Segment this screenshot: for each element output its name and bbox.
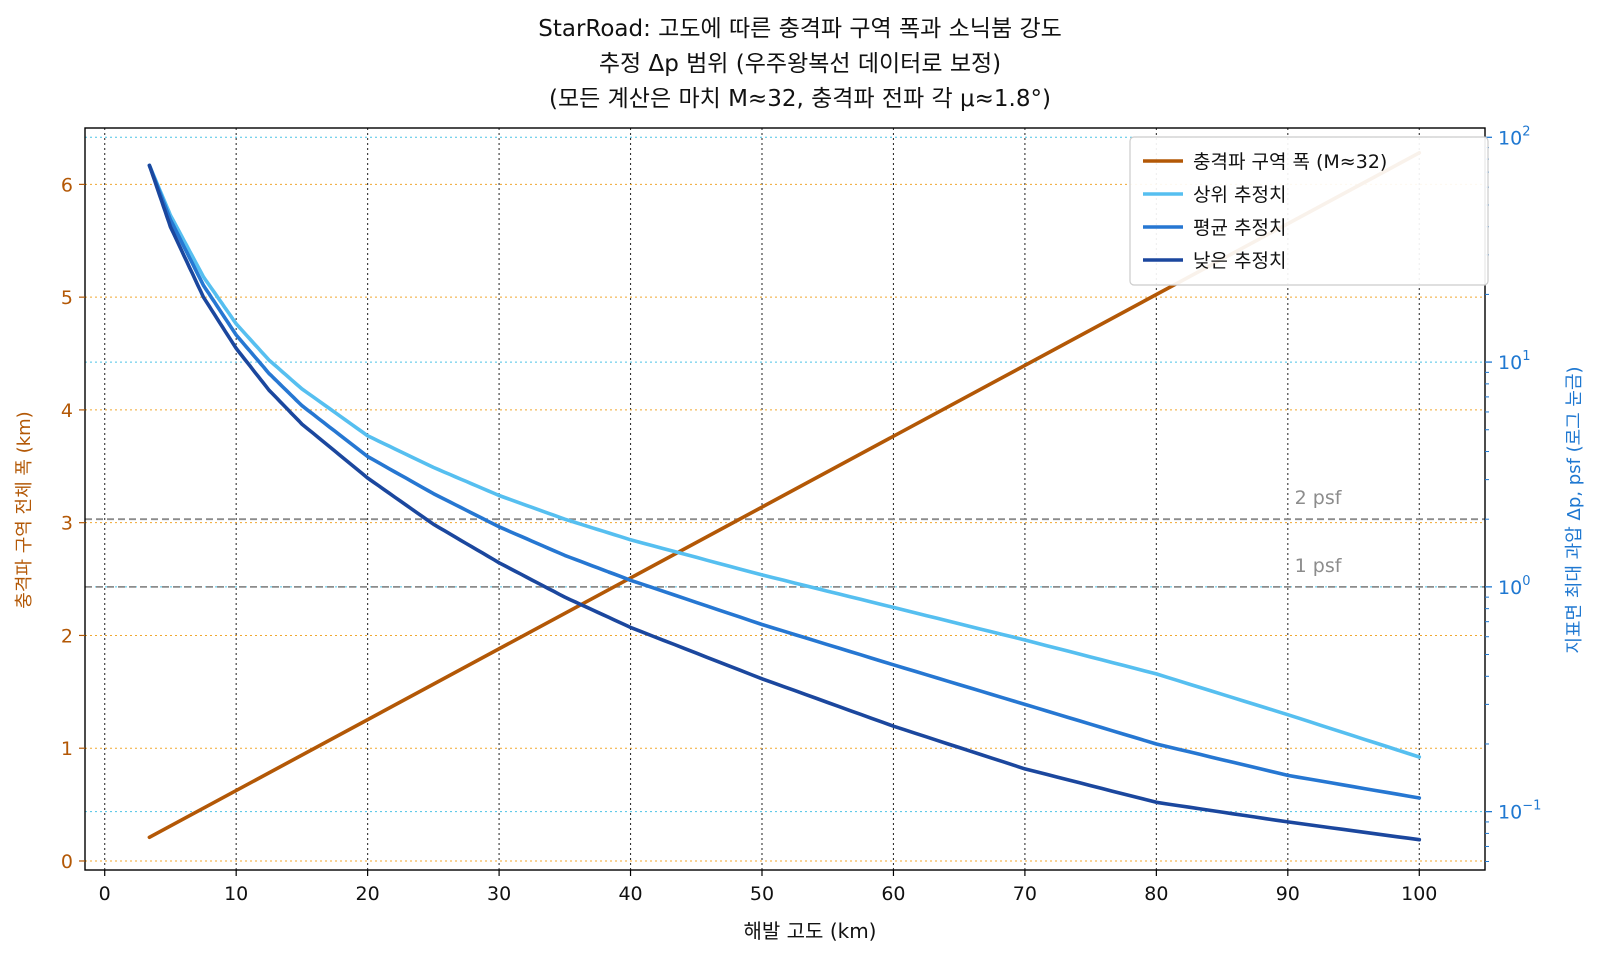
right-axis-label: 지표면 최대 과압 Δp, psf (로그 눈금): [1564, 366, 1585, 653]
chart-title-line-1: StarRoad: 고도에 따른 충격파 구역 폭과 소닉붐 강도: [538, 16, 1062, 42]
right-tick-label: 102: [1498, 124, 1530, 149]
reference-line-label: 1 psf: [1295, 555, 1343, 577]
series-line-upper: [147, 163, 1422, 759]
plot-frame: [84, 127, 1486, 871]
legend: 충격파 구역 폭 (M≈32) 상위 추정치 평균 추정치 낮은 추정치: [1129, 136, 1489, 286]
legend-label-upper: 상위 추정치: [1193, 184, 1286, 206]
left-tick-label: 1: [61, 738, 73, 760]
x-tick-label: 10: [224, 883, 248, 905]
right-tick-label: 100: [1498, 574, 1530, 599]
reference-lines: 2 psf 1 psf: [85, 487, 1485, 588]
left-tick-label: 3: [61, 513, 73, 535]
left-tick-label: 6: [61, 174, 73, 196]
x-tick-label: 90: [1276, 883, 1300, 905]
left-tick-label: 4: [61, 400, 73, 422]
legend-label-width: 충격파 구역 폭 (M≈32): [1193, 151, 1387, 173]
left-tick-label: 5: [61, 287, 73, 309]
x-tick-label: 80: [1144, 883, 1168, 905]
left-tick-label: 2: [61, 625, 73, 647]
series-line-low: [147, 163, 1422, 842]
x-tick-label: 100: [1401, 883, 1437, 905]
x-tick-label: 40: [618, 883, 642, 905]
legend-label-low: 낮은 추정치: [1193, 250, 1286, 272]
series-line-mean: [147, 163, 1422, 800]
left-axis-label: 충격파 구역 전체 폭 (km): [14, 411, 35, 608]
x-axis-label: 해발 고도 (km): [744, 919, 877, 943]
x-tick-label: 50: [750, 883, 774, 905]
x-tick-label: 70: [1013, 883, 1037, 905]
right-axis-ticks: 10−1 100 101 102: [1485, 124, 1541, 863]
chart-title: StarRoad: 고도에 따른 충격파 구역 폭과 소닉붐 강도 추정 Δp …: [538, 16, 1062, 112]
left-tick-label: 0: [61, 851, 73, 873]
x-tick-label: 0: [99, 883, 111, 905]
right-tick-label: 10−1: [1498, 799, 1541, 824]
chart-title-line-2: 추정 Δp 범위 (우주왕복선 데이터로 보정): [599, 51, 1001, 77]
reference-line-label: 2 psf: [1295, 487, 1343, 509]
legend-label-mean: 평균 추정치: [1193, 217, 1286, 239]
x-tick-label: 30: [487, 883, 511, 905]
chart-title-line-3: (모든 계산은 마치 M≈32, 충격파 전파 각 μ≈1.8°): [549, 86, 1051, 112]
x-tick-label: 60: [881, 883, 905, 905]
x-axis-ticks: 0 10 20 30 40 50 60 70 80 90 100: [99, 870, 1437, 905]
x-tick-label: 20: [356, 883, 380, 905]
legend-box: [1129, 136, 1489, 286]
left-axis-ticks: 0 1 2 3 4 5 6: [61, 174, 85, 873]
right-tick-label: 101: [1498, 349, 1530, 374]
